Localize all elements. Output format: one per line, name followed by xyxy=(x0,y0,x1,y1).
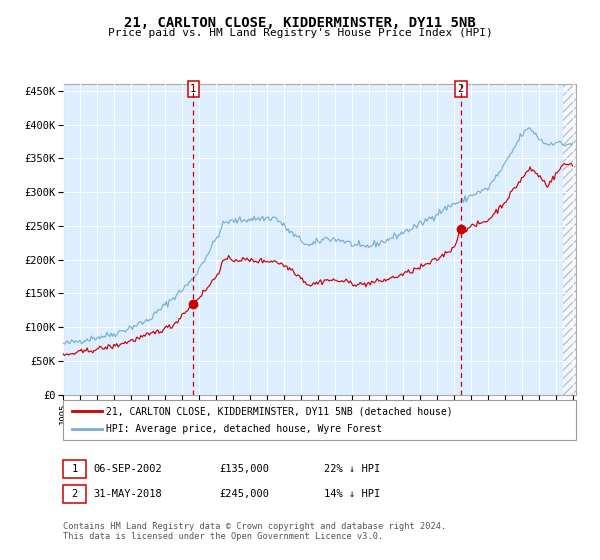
Text: Contains HM Land Registry data © Crown copyright and database right 2024.
This d: Contains HM Land Registry data © Crown c… xyxy=(63,522,446,542)
Text: 1: 1 xyxy=(190,84,196,94)
Text: 14% ↓ HPI: 14% ↓ HPI xyxy=(324,489,380,499)
Text: 21, CARLTON CLOSE, KIDDERMINSTER, DY11 5NB (detached house): 21, CARLTON CLOSE, KIDDERMINSTER, DY11 5… xyxy=(106,407,453,417)
Text: 2: 2 xyxy=(71,489,77,499)
Text: 2: 2 xyxy=(458,84,464,94)
Text: £135,000: £135,000 xyxy=(219,464,269,474)
Text: HPI: Average price, detached house, Wyre Forest: HPI: Average price, detached house, Wyre… xyxy=(106,423,382,433)
Bar xyxy=(563,84,576,395)
Text: 22% ↓ HPI: 22% ↓ HPI xyxy=(324,464,380,474)
Text: 31-MAY-2018: 31-MAY-2018 xyxy=(93,489,162,499)
Text: 06-SEP-2002: 06-SEP-2002 xyxy=(93,464,162,474)
Text: Price paid vs. HM Land Registry's House Price Index (HPI): Price paid vs. HM Land Registry's House … xyxy=(107,28,493,38)
Text: £245,000: £245,000 xyxy=(219,489,269,499)
Text: 21, CARLTON CLOSE, KIDDERMINSTER, DY11 5NB: 21, CARLTON CLOSE, KIDDERMINSTER, DY11 5… xyxy=(124,16,476,30)
Text: 1: 1 xyxy=(71,464,77,474)
